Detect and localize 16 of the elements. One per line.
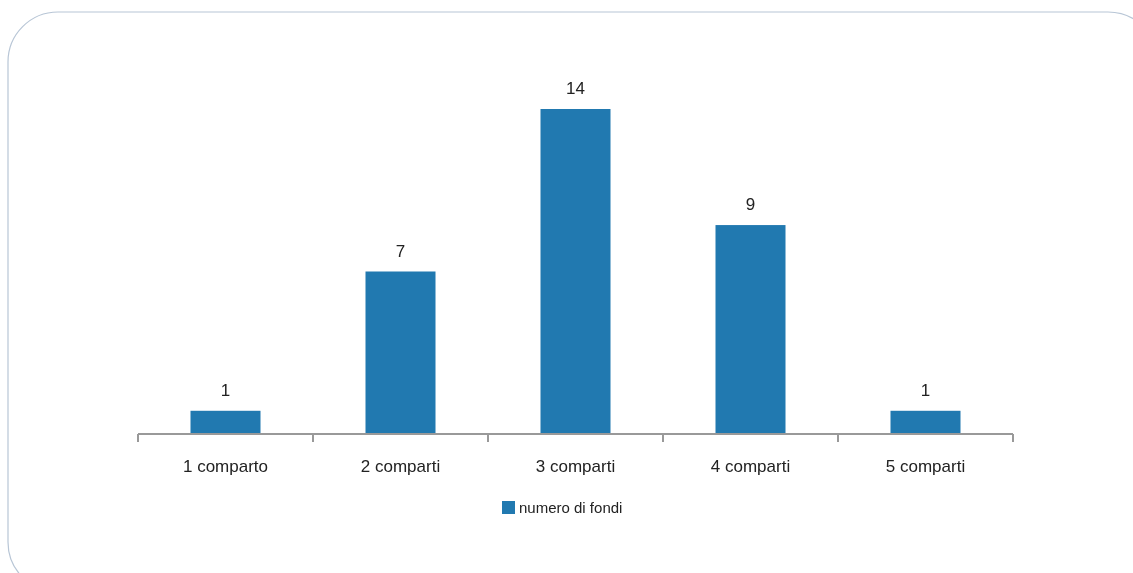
- data-label: 14: [566, 79, 585, 98]
- x-tick-label: 4 comparti: [710, 457, 791, 476]
- bar: [715, 225, 786, 434]
- bar: [540, 109, 611, 434]
- x-tick-label: 2 comparti: [360, 457, 441, 476]
- data-label: 9: [745, 195, 756, 215]
- bar: [890, 410, 961, 434]
- data-label: 7: [395, 241, 406, 261]
- data-label: 1: [220, 380, 231, 400]
- x-tick-label: 3 comparti: [535, 457, 616, 476]
- bar: [365, 271, 436, 434]
- bar: [190, 410, 261, 434]
- x-tick-label: 1 comparto: [182, 457, 269, 476]
- legend-label: numero di fondi: [519, 499, 623, 516]
- data-label: 1: [920, 380, 931, 400]
- x-tick-label: 5 comparti: [885, 457, 966, 476]
